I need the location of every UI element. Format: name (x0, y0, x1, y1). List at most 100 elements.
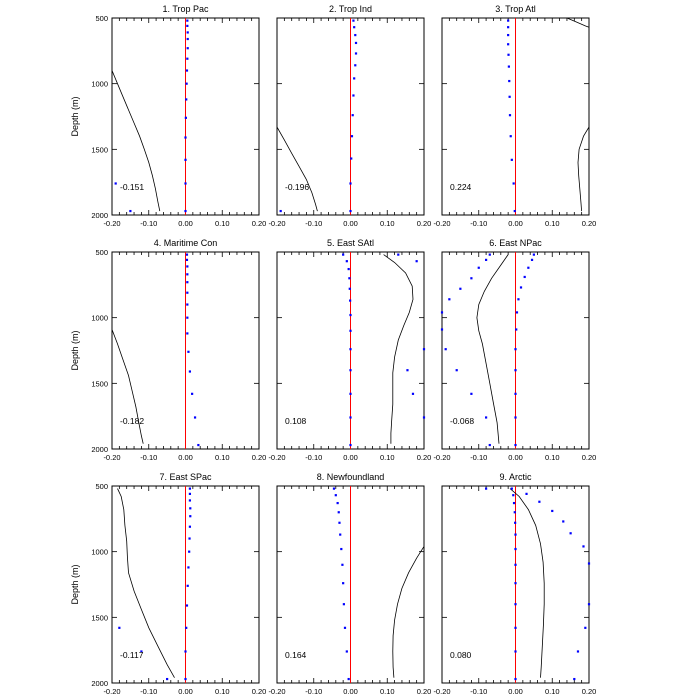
data-point (551, 509, 554, 513)
data-point (354, 41, 358, 45)
data-point (184, 136, 187, 139)
data-point (349, 416, 352, 419)
x-tick-label: 0.10 (215, 687, 230, 696)
data-point (350, 135, 354, 138)
data-point (186, 584, 189, 587)
x-tick-label: 0.00 (178, 453, 193, 462)
panel-5: 5. East SAtl -0.20 -0.10 0.00 0.10 0.20 0.108 (268, 238, 431, 462)
data-point (187, 350, 190, 353)
data-point (515, 311, 519, 314)
data-point (514, 443, 517, 447)
x-tick-label: 0.20 (252, 219, 267, 228)
x-tick-label: 0.20 (582, 687, 597, 696)
data-point (197, 443, 200, 447)
x-tick-label: 0.20 (417, 219, 432, 228)
data-point (188, 499, 192, 502)
data-point (191, 392, 194, 395)
data-point (186, 24, 189, 27)
data-point (349, 182, 352, 185)
data-point (576, 650, 580, 653)
panel-title: 9. Arctic (499, 472, 532, 482)
data-point (348, 287, 351, 290)
panel-annotation: 0.224 (450, 182, 472, 192)
x-tick-label: 0.20 (582, 219, 597, 228)
x-tick-label: -0.10 (305, 687, 322, 696)
data-point (353, 77, 356, 80)
data-point (129, 209, 132, 213)
data-point (530, 258, 534, 261)
data-point (186, 332, 189, 335)
data-point (514, 521, 517, 524)
data-point (166, 677, 169, 681)
y-tick-label: 1000 (91, 548, 108, 557)
data-point (349, 392, 352, 395)
data-point (397, 253, 400, 256)
curve-line (509, 488, 545, 678)
panel-annotation: -0.068 (450, 416, 474, 426)
x-tick-label: 0.10 (380, 687, 395, 696)
data-point (349, 443, 352, 447)
data-point (336, 501, 339, 505)
data-point (514, 369, 517, 372)
x-tick-label: 0.00 (343, 687, 358, 696)
data-point (337, 511, 340, 514)
y-tick-label: 2000 (91, 211, 108, 220)
panel-title: 7. East SPac (159, 472, 212, 482)
panel-annotation: -0.182 (120, 416, 144, 426)
data-point (508, 95, 511, 98)
curve-line (392, 546, 425, 678)
panel-annotation: 0.108 (285, 416, 307, 426)
x-tick-label: -0.10 (140, 687, 157, 696)
curve-line (111, 70, 161, 212)
data-point (350, 157, 353, 160)
x-tick-label: 0.00 (178, 219, 193, 228)
panel-title: 5. East SAtl (327, 238, 374, 248)
data-point (349, 209, 352, 213)
panel-title: 1. Trop Pac (162, 4, 209, 14)
y-tick-label: 500 (95, 14, 108, 23)
data-point (411, 392, 415, 395)
data-point (513, 209, 516, 213)
panel-annotation: -0.196 (285, 182, 309, 192)
data-point (188, 370, 192, 373)
data-point (512, 182, 515, 185)
x-tick-label: 0.00 (343, 453, 358, 462)
panel-6: 6. East NPac -0.20 -0.10 0.00 0.10 0.20 -0.068 (433, 238, 596, 462)
data-point (186, 316, 189, 319)
data-point (349, 348, 352, 351)
data-point (114, 182, 117, 185)
x-tick-label: 0.10 (380, 453, 395, 462)
data-point (184, 158, 187, 161)
data-point (189, 515, 192, 518)
x-tick-label: 0.00 (508, 453, 523, 462)
curve-line (577, 126, 590, 212)
data-point (525, 492, 528, 495)
data-point (188, 550, 191, 553)
curve-line (276, 126, 318, 212)
data-point (587, 603, 591, 606)
x-tick-label: -0.10 (470, 687, 487, 696)
x-tick-label: 0.10 (545, 219, 560, 228)
data-point (515, 328, 518, 331)
x-tick-label: -0.20 (268, 453, 285, 462)
data-point (512, 501, 516, 505)
data-point (510, 158, 513, 161)
y-tick-label: 500 (95, 248, 108, 257)
data-point (485, 487, 488, 490)
data-point (562, 520, 565, 523)
data-point (422, 348, 426, 351)
data-point (186, 37, 189, 41)
x-tick-label: 0.20 (252, 687, 267, 696)
data-point (334, 494, 337, 497)
data-point (582, 545, 585, 548)
data-point (340, 547, 343, 551)
data-point (470, 392, 473, 395)
x-tick-label: 0.20 (417, 687, 432, 696)
panel-annotation: 0.080 (450, 650, 472, 660)
y-axis-label: Depth (m) (70, 96, 80, 136)
data-point (455, 369, 458, 372)
x-tick-label: 0.10 (380, 219, 395, 228)
data-point (440, 328, 444, 331)
curve-line (476, 254, 509, 444)
